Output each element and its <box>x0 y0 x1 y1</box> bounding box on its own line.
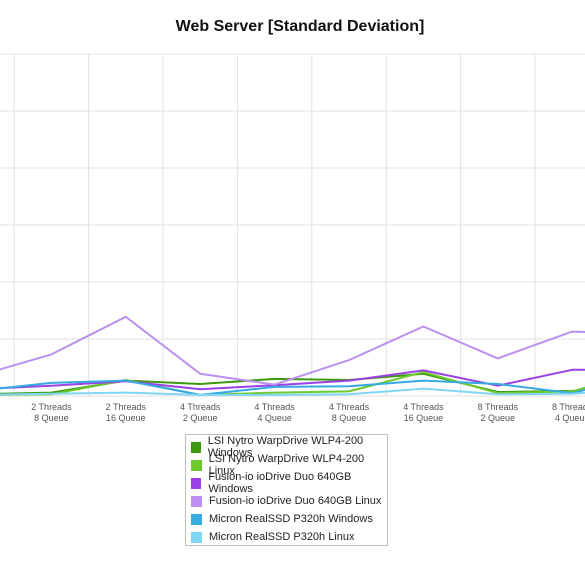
chart-title: Web Server [Standard Deviation] <box>175 18 425 35</box>
grid-layer <box>0 53 585 397</box>
legend-label: LSI Nytro WarpDrive WLP4-200 Linux <box>208 453 365 477</box>
legend-label: Micron RealSSD P320h Windows <box>209 513 373 525</box>
legend-swatch <box>191 441 201 453</box>
legend-label: LSI Nytro WarpDrive WLP4-200 Windows <box>207 435 364 459</box>
series-line-4 <box>0 379 585 396</box>
x-tick-label: 4 Threads <box>254 402 295 412</box>
series-layer <box>0 315 585 396</box>
legend-item: LSI Nytro WarpDrive WLP4-200 Windows <box>191 435 387 459</box>
x-tick-label: 2 Threads <box>31 402 72 412</box>
legend: LSI Nytro WarpDrive WLP4-200 Windows LSI … <box>185 434 388 546</box>
x-tick-label: 4 Queue <box>257 413 292 423</box>
x-tick-label: 4 Queue <box>555 413 585 423</box>
series-line-5 <box>0 387 585 396</box>
legend-swatch <box>191 513 202 525</box>
legend-item: Fusion-io ioDrive Duo 640GB Windows <box>191 471 387 495</box>
legend-label: Micron RealSSD P320h Linux <box>209 531 355 543</box>
legend-swatch <box>191 459 202 471</box>
x-tick-label: 4 Threads <box>180 402 221 412</box>
x-tick-label: 8 Threads <box>478 402 519 412</box>
x-tick-label: 8 Threads <box>552 402 585 412</box>
legend-swatch <box>191 495 202 507</box>
x-tick-label: 16 Queue <box>106 413 146 423</box>
x-tick-label: 8 Queue <box>34 413 69 423</box>
legend-item: Fusion-io ioDrive Duo 640GB Linux <box>191 492 387 510</box>
x-tick-label: 4 Threads <box>329 402 370 412</box>
x-tick-label: 2 Queue <box>481 413 516 423</box>
x-tick-label: 8 Queue <box>332 413 367 423</box>
x-tick-label: 2 Queue <box>183 413 218 423</box>
series-line-3 <box>0 315 585 386</box>
x-tick-label: 16 Queue <box>404 413 444 423</box>
legend-swatch <box>191 531 202 543</box>
legend-label: Fusion-io ioDrive Duo 640GB Linux <box>209 495 382 507</box>
legend-swatch <box>191 477 202 489</box>
x-tick-label: 2 Threads <box>106 402 147 412</box>
legend-item: Micron RealSSD P320h Windows <box>191 510 387 528</box>
legend-label: Fusion-io ioDrive Duo 640GB Windows <box>208 471 352 495</box>
legend-item: Micron RealSSD P320h Linux <box>191 528 387 546</box>
x-tick-label: 4 Threads <box>403 402 444 412</box>
legend-item: LSI Nytro WarpDrive WLP4-200 Linux <box>191 453 387 477</box>
